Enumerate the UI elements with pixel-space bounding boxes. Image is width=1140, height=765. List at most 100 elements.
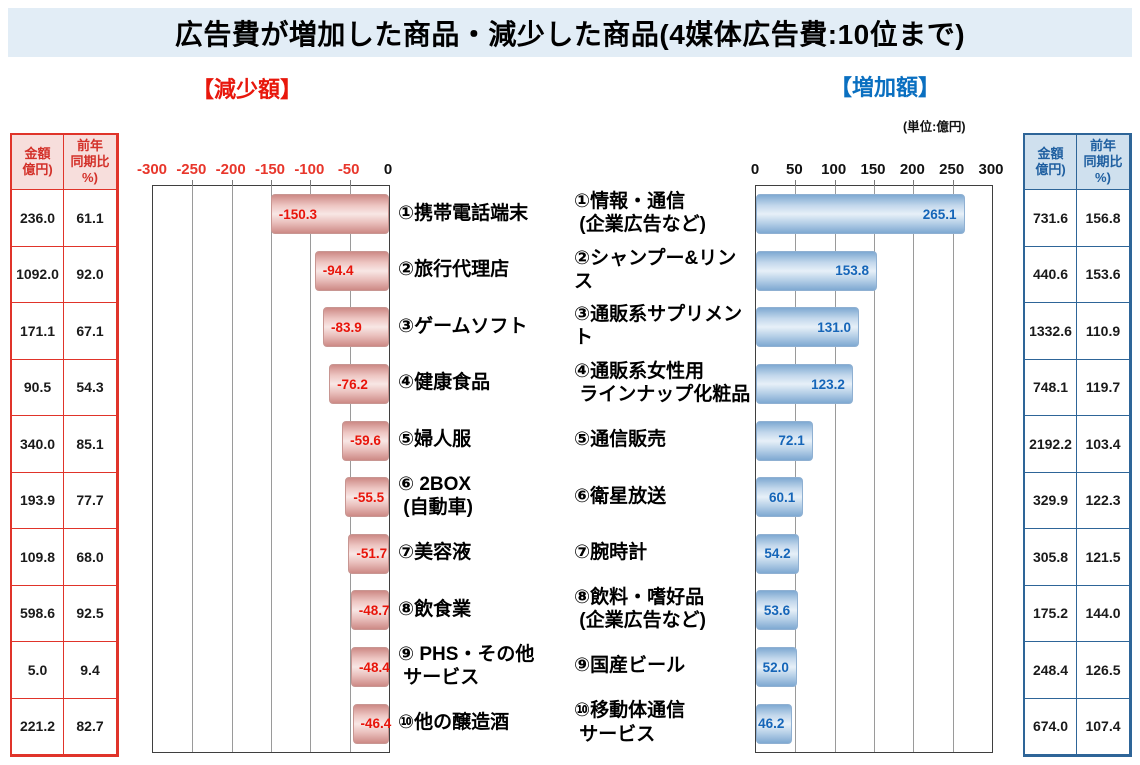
axis-tick-label: -200	[215, 161, 246, 178]
axis-tick-label: -150	[254, 161, 286, 178]
table-cell: 119.7	[1077, 359, 1130, 416]
table-cell: 107.4	[1077, 698, 1130, 755]
gridline	[834, 186, 836, 752]
bar-row: 123.2	[756, 356, 992, 413]
table-cell: 1332.6	[1025, 303, 1077, 360]
gridline	[192, 186, 194, 752]
increase-bar: 52.0	[756, 647, 797, 688]
decrease-bar: -83.9	[323, 307, 389, 348]
increase-bar: 46.2	[756, 703, 793, 744]
bar-value-label: -48.4	[358, 659, 390, 675]
table-cell: 748.1	[1025, 359, 1077, 416]
table-cell: 171.1	[12, 303, 64, 360]
table-cell: 121.5	[1077, 529, 1130, 586]
bar-value-label: 46.2	[758, 716, 785, 732]
gridline	[874, 186, 875, 752]
gridline	[913, 186, 915, 752]
decrease-axis: -300 -250 -200 -150 -100 -50 0	[137, 161, 392, 181]
bar-row: -48.4	[153, 639, 390, 696]
gridline	[349, 186, 351, 752]
table-cell: 731.6	[1025, 190, 1077, 247]
decrease-bar: -150.3	[270, 194, 389, 235]
increase-axis: 0 50 100 150 200 250 300	[751, 161, 1004, 181]
bar-value-label: 53.6	[763, 602, 791, 618]
tick-mark	[795, 180, 797, 186]
axis-tick-label: 0	[750, 161, 760, 178]
tick-mark	[192, 180, 194, 186]
bar-row: -48.7	[153, 582, 389, 639]
decrease-data-table: 金額 億円) 前年 同期比 %) 236.0 61.1 1092.0 92.0 171.1 6…	[10, 133, 119, 757]
gridline	[271, 186, 272, 752]
axis-tick-label: 150	[860, 161, 886, 178]
table-header-cell: 金額 億円)	[12, 135, 64, 190]
bar-row: 72.1	[756, 412, 992, 469]
bar-value-label: -55.5	[353, 489, 385, 505]
axis-tick-label: -300	[136, 161, 168, 178]
table-cell: 110.9	[1077, 303, 1130, 360]
tick-mark	[952, 180, 954, 186]
bar-row: 60.1	[756, 469, 992, 526]
tick-mark	[874, 180, 875, 186]
category-label: ③通販系サプリメント	[574, 304, 743, 349]
table-cell: 5.0	[12, 642, 64, 699]
category-label: ⑥衛星放送	[574, 485, 667, 507]
table-cell: 109.8	[12, 529, 64, 586]
decrease-bar: -76.2	[329, 364, 389, 405]
table-cell: 305.8	[1025, 529, 1077, 586]
table-cell: 61.1	[64, 190, 117, 247]
table-cell: 77.7	[64, 472, 117, 529]
tick-mark	[271, 180, 272, 186]
bar-row: -83.9	[153, 299, 389, 356]
table-cell: 82.7	[64, 698, 117, 755]
table-cell: 126.5	[1077, 642, 1130, 699]
tick-mark	[913, 180, 915, 186]
table-cell: 85.1	[64, 416, 117, 473]
decrease-bar: -46.4	[352, 703, 392, 744]
bar-value-label: -76.2	[337, 376, 368, 392]
bar-value-label: 72.1	[778, 433, 805, 449]
bar-value-label: 265.1	[922, 206, 957, 222]
table-cell: 92.5	[64, 585, 117, 642]
table-cell: 248.4	[1025, 642, 1077, 699]
table-cell: 440.6	[1025, 246, 1077, 303]
category-label: ⑥ 2BOX (自動車)	[398, 474, 473, 519]
table-cell: 68.0	[64, 529, 117, 586]
table-cell: 9.4	[64, 642, 117, 699]
category-label: ⑨国産ビール	[574, 655, 686, 677]
bar-row: 46.2	[756, 695, 992, 752]
bar-value-label: 153.8	[835, 263, 869, 279]
category-label: ⑤婦人服	[398, 429, 472, 451]
category-label: ④通販系女性用 ラインナップ化粧品	[574, 360, 751, 406]
decrease-bar: -94.4	[314, 250, 389, 291]
increase-bar: 53.6	[756, 590, 799, 631]
table-cell: 92.0	[64, 246, 117, 303]
category-label: ⑨ PHS・その他 サービス	[398, 643, 535, 689]
table-header-cell: 前年 同期比 %)	[1077, 135, 1130, 190]
bar-value-label: 60.1	[768, 489, 796, 505]
table-cell: 156.8	[1077, 190, 1130, 247]
bar-value-label: -46.4	[360, 716, 392, 732]
category-label: ②旅行代理店	[398, 259, 510, 281]
axis-tick-label: 0	[383, 161, 393, 178]
decrease-bar: -59.6	[342, 420, 389, 461]
table-cell: 122.3	[1077, 472, 1130, 529]
axis-tick-label: 300	[978, 161, 1004, 178]
bar-value-label: -48.7	[358, 602, 390, 618]
bar-row: -46.4	[153, 695, 392, 752]
bar-row: -94.4	[153, 243, 389, 300]
bar-row: 52.0	[756, 639, 992, 696]
increase-bar: 60.1	[756, 477, 804, 518]
category-label: ④健康食品	[398, 372, 491, 394]
bar-value-label: -94.4	[322, 263, 354, 279]
category-label: ③ゲームソフト	[398, 315, 528, 337]
category-label: ①携帯電話端末	[398, 202, 529, 224]
decrease-section-label: 【減少額】	[192, 77, 303, 102]
gridline	[310, 186, 312, 752]
bar-row: -55.5	[153, 469, 389, 526]
gridline	[952, 186, 954, 752]
bar-value-label: -59.6	[350, 433, 381, 449]
decrease-bar: -51.7	[348, 533, 389, 574]
tick-mark	[834, 180, 836, 186]
bar-value-label: -83.9	[331, 319, 362, 335]
bar-row: 153.8	[756, 243, 992, 300]
